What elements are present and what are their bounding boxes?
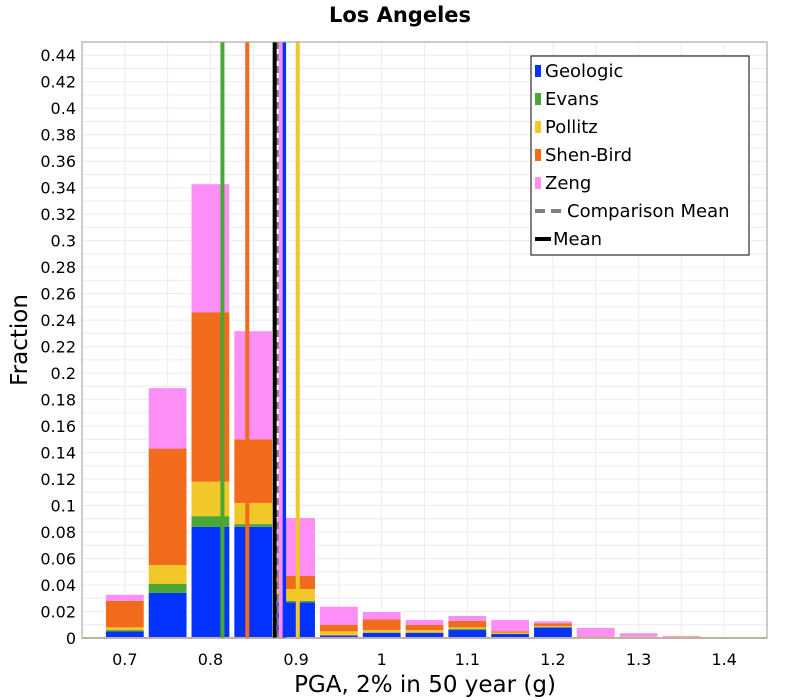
x-tick-label: 1.2 — [540, 650, 565, 669]
y-tick-label: 0.36 — [40, 152, 76, 171]
bar-shen-bird — [405, 624, 444, 631]
x-tick-label: 1.3 — [626, 650, 651, 669]
x-axis-ticks: 0.7 0.8 0.9 1 1.1 1.2 1.3 1.4 — [112, 650, 737, 669]
y-tick-label: 0.28 — [40, 258, 76, 277]
bar-zeng — [148, 387, 188, 449]
bar-evans — [148, 583, 188, 593]
bar-geologic — [447, 630, 487, 638]
x-tick-label: 0.9 — [283, 650, 308, 669]
y-tick-label: 0.12 — [40, 470, 76, 489]
bar-evans — [233, 524, 273, 527]
bar-shen-bird — [533, 623, 573, 627]
x-tick-label: 1 — [377, 650, 387, 669]
bar-shen-bird — [148, 448, 188, 566]
legend-label-mean: Mean — [553, 229, 602, 250]
bar-geologic — [148, 592, 188, 638]
legend-box — [530, 55, 750, 256]
y-tick-label: 0.2 — [51, 364, 76, 383]
bar-zeng — [661, 635, 701, 637]
y-axis-label: Fraction — [7, 294, 33, 386]
chart-title: Los Angeles — [329, 3, 471, 27]
bar-shen-bird — [447, 620, 487, 628]
plot-frame — [81, 41, 768, 639]
x-tick-label: 1.4 — [711, 650, 736, 669]
bar-pollitz — [405, 630, 444, 633]
legend-label-shen-bird: Shen-Bird — [545, 145, 632, 166]
bar-evans — [447, 628, 487, 631]
y-tick-label: 0.02 — [40, 603, 76, 622]
y-tick-label: 0.4 — [51, 99, 76, 118]
bar-pollitz — [319, 631, 359, 636]
legend-swatch-pollitz — [535, 121, 541, 133]
bar-zeng — [619, 632, 658, 637]
bar-pollitz — [105, 627, 145, 631]
y-tick-label: 0.34 — [40, 179, 76, 198]
y-tick-label: 0.06 — [40, 550, 76, 569]
bar-pollitz — [148, 565, 188, 584]
y-tick-label: 0.42 — [40, 73, 76, 92]
bar-zeng — [533, 620, 573, 624]
bar-pollitz — [533, 626, 573, 628]
y-tick-label: 0.04 — [40, 576, 76, 595]
y-tick-label: 0.1 — [51, 497, 76, 516]
bar-evans — [105, 630, 145, 632]
bar-zeng — [405, 619, 444, 625]
bar-pollitz — [233, 502, 273, 525]
bar-geologic — [319, 635, 359, 638]
y-tick-label: 0.16 — [40, 417, 76, 436]
bar-geologic — [533, 627, 573, 638]
bar-geologic — [233, 526, 273, 638]
y-tick-label: 0.14 — [40, 444, 76, 463]
x-tick-label: 0.7 — [112, 650, 137, 669]
bar-shen-bird — [233, 439, 273, 503]
legend-swatch-zeng — [535, 177, 541, 189]
legend-swatch-evans — [535, 93, 541, 105]
bar-evans — [191, 516, 230, 527]
bar-shen-bird — [490, 631, 530, 633]
bar-shen-bird — [105, 600, 145, 628]
y-tick-label: 0.24 — [40, 311, 76, 330]
y-tick-label: 0.44 — [40, 46, 76, 65]
x-axis-label: PGA, 2% in 50 year (g) — [294, 672, 556, 698]
y-tick-label: 0 — [66, 629, 76, 648]
bar-pollitz — [490, 632, 530, 635]
y-axis-ticks: 0 0.02 0.04 0.06 0.08 0.1 0.12 0.14 0.16 0.18 0.2 0… — [40, 46, 76, 648]
y-tick-label: 0.26 — [40, 285, 76, 304]
bar-zeng — [576, 627, 616, 637]
bar-pollitz — [447, 627, 487, 629]
bar-zeng — [319, 606, 359, 625]
legend: Geologic Evans Pollitz Shen-Bird Zeng Compari… — [530, 55, 750, 256]
x-tick-label: 0.8 — [198, 650, 223, 669]
y-tick-label: 0.3 — [51, 232, 76, 251]
legend-swatch-geologic — [535, 65, 541, 77]
bar-geologic — [105, 631, 145, 638]
bar-zeng — [233, 330, 273, 440]
bar-zeng — [362, 611, 402, 620]
y-tick-label: 0.18 — [40, 391, 76, 410]
legend-label-comparison-mean: Comparison Mean — [567, 201, 730, 222]
legend-label-geologic: Geologic — [545, 61, 623, 82]
bar-geologic — [405, 632, 444, 638]
legend-swatch-shen-bird — [535, 149, 541, 161]
bar-geologic — [362, 632, 402, 638]
legend-label-zeng: Zeng — [545, 173, 591, 194]
mean-lines — [220, 42, 300, 638]
x-tick-label: 1.1 — [455, 650, 480, 669]
bar-zeng — [105, 594, 145, 601]
y-tick-label: 0.38 — [40, 126, 76, 145]
y-tick-label: 0.22 — [40, 338, 76, 357]
bar-pollitz — [362, 630, 402, 633]
bar-shen-bird — [362, 619, 402, 631]
legend-label-evans: Evans — [545, 89, 599, 110]
legend-label-pollitz: Pollitz — [545, 117, 598, 138]
bar-geologic — [490, 634, 530, 638]
bar-zeng — [490, 619, 530, 632]
bar-shen-bird — [319, 624, 359, 632]
y-tick-label: 0.08 — [40, 523, 76, 542]
y-tick-label: 0.32 — [40, 205, 76, 224]
bar-zeng — [447, 615, 487, 621]
